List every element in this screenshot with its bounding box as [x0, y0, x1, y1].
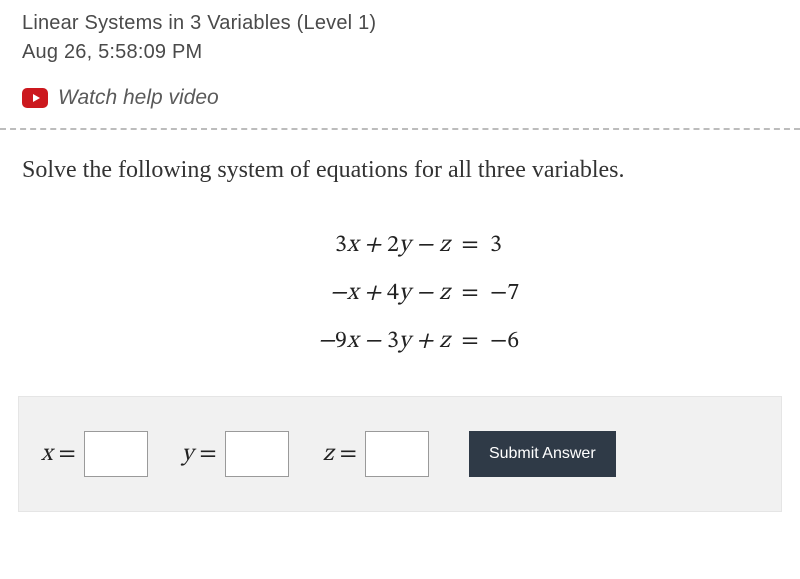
y-input[interactable]: [225, 431, 289, 477]
timestamp: Aug 26, 5:58:09 PM: [22, 41, 778, 64]
x-label: x=: [41, 439, 76, 469]
equation-lhs: −x + 4y − z: [250, 278, 450, 308]
help-video-link[interactable]: Watch help video: [0, 86, 800, 110]
equation-system: 3x + 2y − z = 3 −x + 4y − z = −7 −9x − 3…: [0, 230, 800, 356]
equation-rhs: −6: [490, 326, 550, 356]
equation-row: −9x − 3y + z = −6: [250, 326, 550, 356]
z-label: z=: [323, 439, 357, 469]
equation-rhs: −7: [490, 278, 550, 308]
play-icon: [22, 88, 48, 108]
z-input[interactable]: [365, 431, 429, 477]
equation-rhs: 3: [490, 230, 550, 260]
equation-lhs: 3x + 2y − z: [250, 230, 450, 260]
submit-answer-button[interactable]: Submit Answer: [469, 431, 616, 477]
help-video-label: Watch help video: [58, 86, 219, 110]
page-title: Linear Systems in 3 Variables (Level 1): [22, 12, 778, 35]
equation-lhs: −9x − 3y + z: [250, 326, 450, 356]
y-label: y=: [182, 439, 217, 469]
equation-row: 3x + 2y − z = 3: [250, 230, 550, 260]
equals-sign: =: [450, 230, 490, 260]
equals-sign: =: [450, 326, 490, 356]
answer-bar: x= y= z= Submit Answer: [18, 396, 782, 512]
equals-sign: =: [450, 278, 490, 308]
x-input[interactable]: [84, 431, 148, 477]
equation-row: −x + 4y − z = −7: [250, 278, 550, 308]
problem-prompt: Solve the following system of equations …: [0, 130, 800, 198]
